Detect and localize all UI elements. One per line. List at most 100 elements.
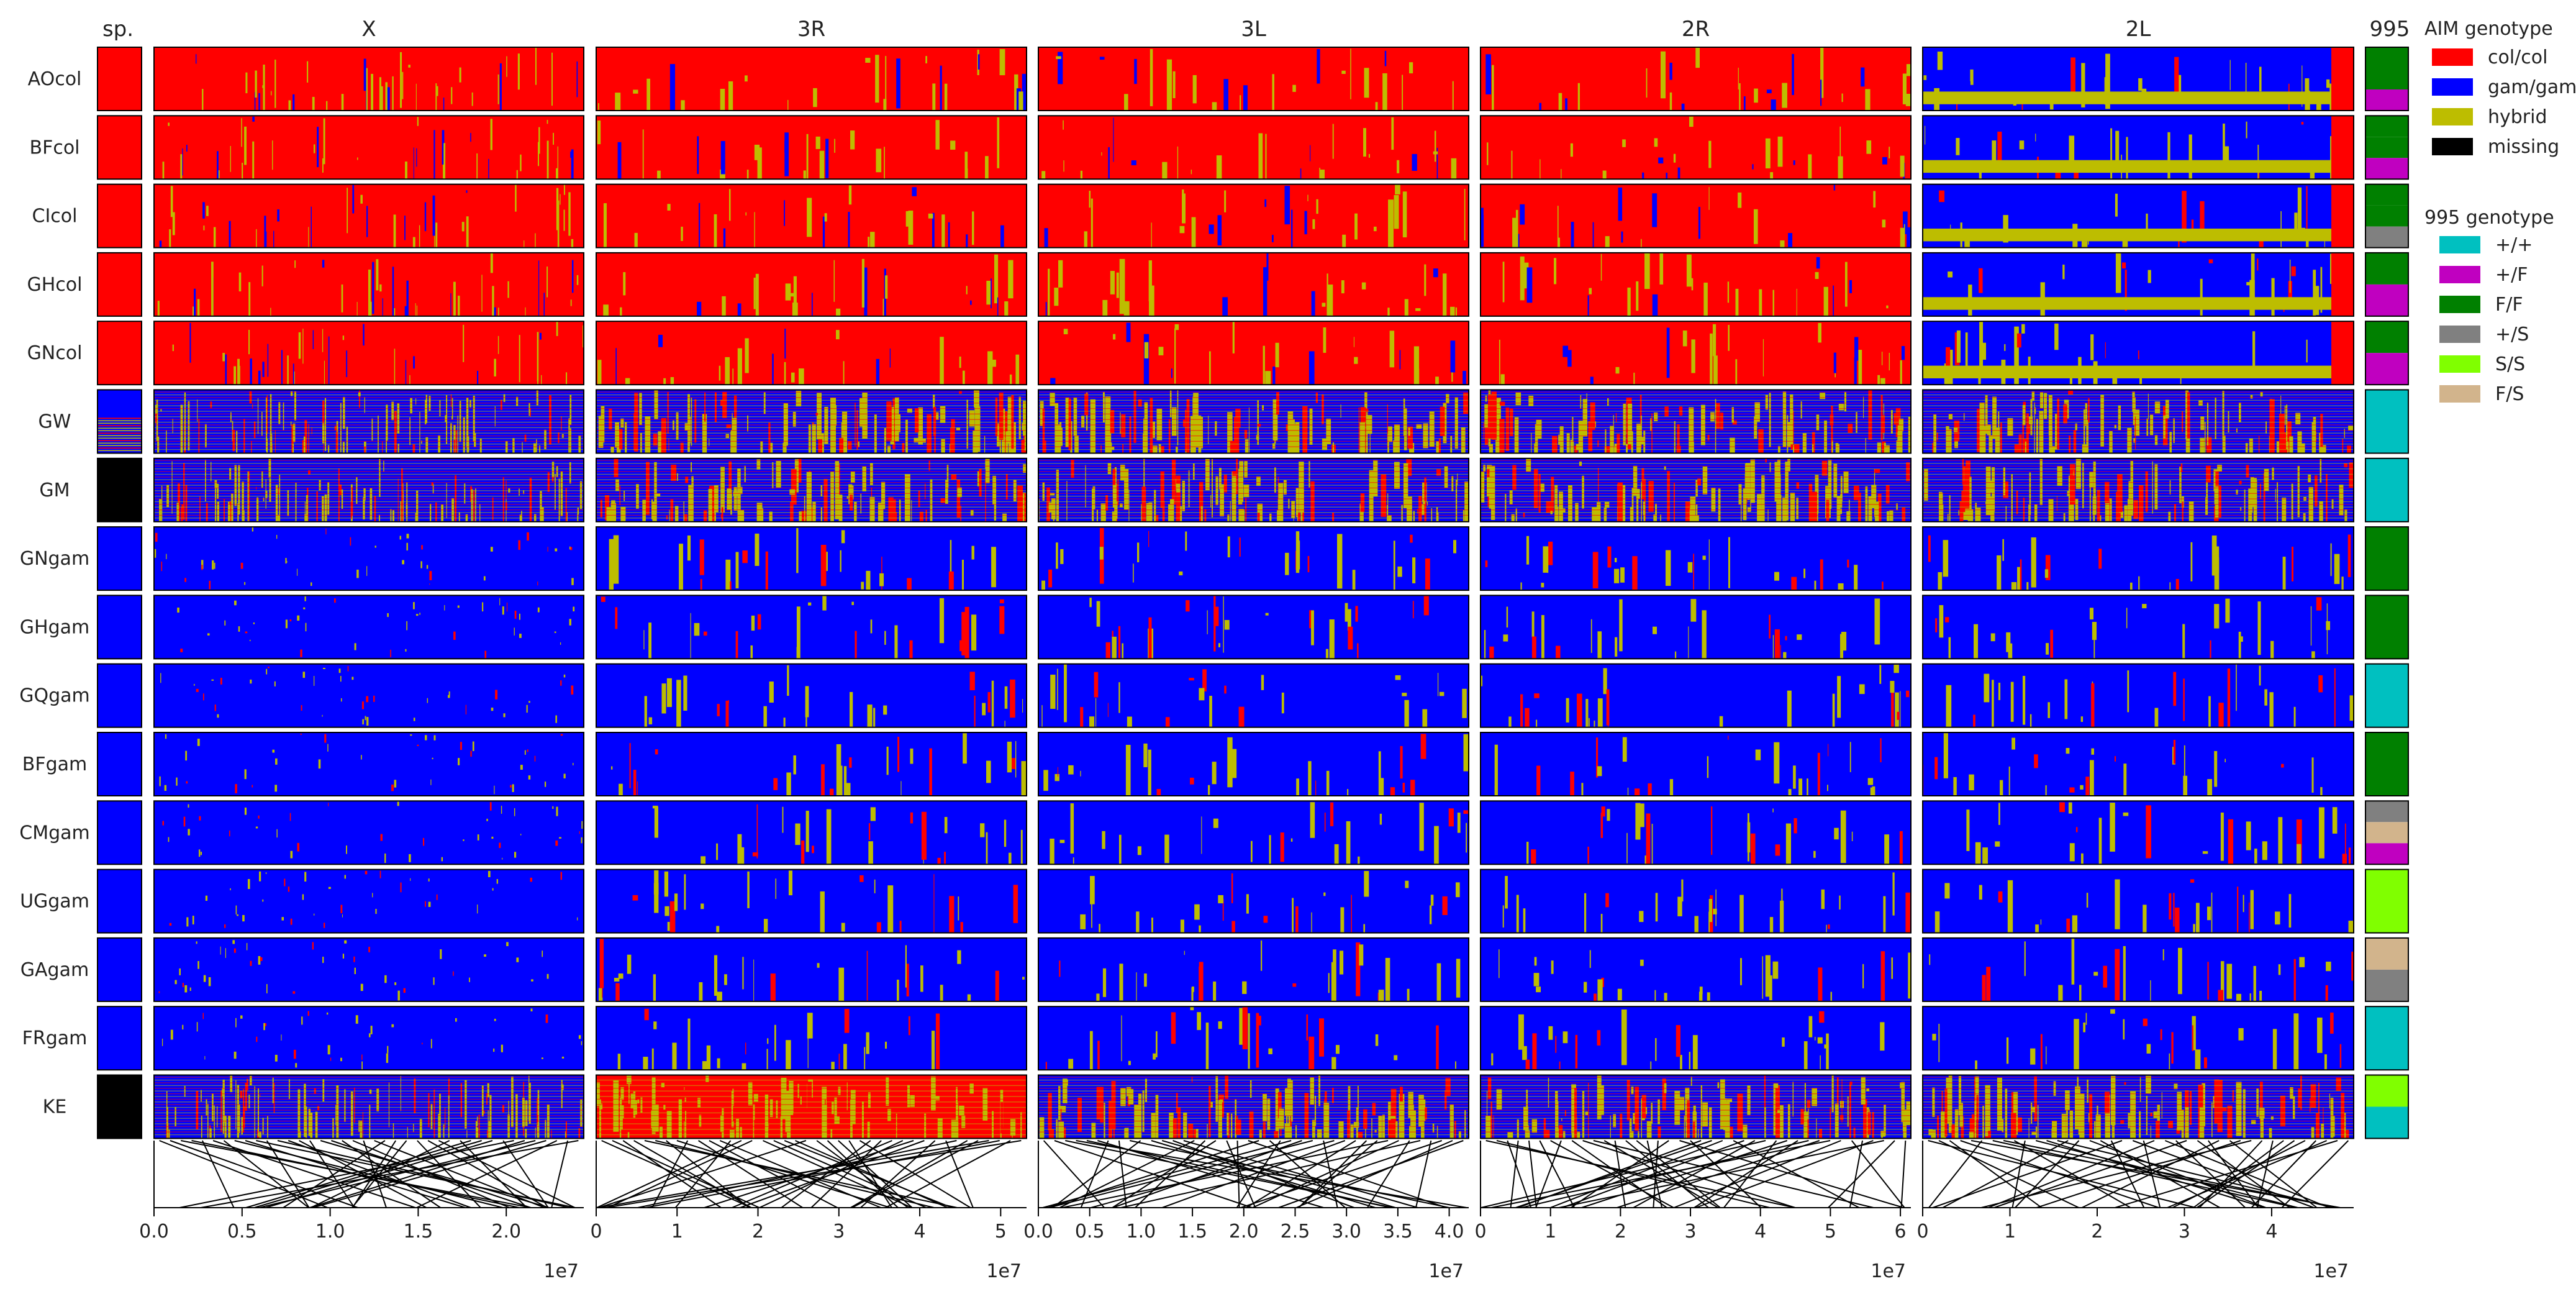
marker-995-cell <box>2365 389 2409 454</box>
heatmap-panel <box>1480 321 1912 386</box>
marker-995-cell <box>2365 321 2409 386</box>
tick-label: 2 <box>752 1221 764 1242</box>
heatmap-panel <box>1922 115 2354 180</box>
population-row-ghcol: GHcol <box>27 252 2409 317</box>
heatmap-panel <box>1480 663 1912 728</box>
heatmap-panel <box>1922 1074 2354 1139</box>
population-label: UGgam <box>20 891 89 913</box>
heatmap-panel <box>1922 252 2354 317</box>
species-cell <box>97 526 142 591</box>
heatmap-panel <box>1038 1006 1469 1071</box>
legend-swatch <box>2439 266 2480 283</box>
species-cell <box>97 868 142 934</box>
marker-995-cell <box>2365 595 2409 660</box>
marker-995-column-header: 995 <box>2370 17 2410 42</box>
heatmap-panel <box>153 321 584 386</box>
marker-995-cell <box>2365 1006 2409 1071</box>
heatmap-panel <box>1038 183 1469 248</box>
population-label: AOcol <box>28 68 82 90</box>
population-label: KE <box>43 1096 67 1118</box>
legend-aim-title: AIM genotype <box>2424 18 2553 40</box>
legend-swatch <box>2432 138 2473 155</box>
legend-label: +/S <box>2495 324 2529 345</box>
heatmap-panel <box>153 800 584 865</box>
tick-label: 4 <box>914 1221 926 1242</box>
scale-label: 1e7 <box>1428 1260 1464 1282</box>
heatmap-panel <box>596 800 1027 865</box>
legend-swatch <box>2439 385 2480 403</box>
scale-label: 1e7 <box>543 1260 579 1282</box>
tick-label: 3.0 <box>1331 1221 1361 1242</box>
species-cell <box>97 595 142 660</box>
heatmap-panel <box>596 595 1027 660</box>
heatmap-panel <box>1922 937 2354 1002</box>
heatmap-panel <box>1038 663 1469 728</box>
tick-label: 3 <box>2179 1221 2190 1242</box>
species-cell <box>97 389 142 454</box>
heatmap-panel <box>153 115 584 180</box>
heatmap-panel <box>596 47 1027 111</box>
population-label: CMgam <box>19 822 89 844</box>
heatmap-panel <box>1038 389 1469 454</box>
heatmap-panel <box>153 868 584 934</box>
heatmap-panel <box>1038 1074 1469 1139</box>
tick-label: 6 <box>1895 1221 1907 1242</box>
heatmap-panel <box>596 526 1027 591</box>
marker-995-cell <box>2365 252 2409 317</box>
tick-label: 2.0 <box>491 1221 521 1242</box>
heatmap-panel <box>1480 252 1912 317</box>
heatmap-panel <box>1480 868 1912 934</box>
population-row-cmgam: CMgam <box>19 800 2409 865</box>
heatmap-panel <box>1038 252 1469 317</box>
heatmap-panel <box>1038 937 1469 1002</box>
marker-995-cell <box>2365 1074 2409 1139</box>
heatmap-panel <box>153 47 584 111</box>
scale-label: 1e7 <box>1871 1260 1906 1282</box>
heatmap-panel <box>1480 47 1912 111</box>
population-row-ke: KE <box>43 1074 2409 1139</box>
species-cell <box>97 1006 142 1071</box>
heatmap-panel <box>153 389 584 454</box>
population-label: GM <box>39 480 70 501</box>
tick-label: 4 <box>1754 1221 1766 1242</box>
heatmap-panel <box>1480 595 1912 660</box>
species-cell <box>97 937 142 1002</box>
population-label: GHgam <box>20 616 89 638</box>
population-row-aocol: AOcol <box>28 47 2409 111</box>
heatmap-panel <box>596 183 1027 248</box>
legend-swatch <box>2439 236 2480 253</box>
tick-label: 0 <box>1474 1221 1486 1242</box>
heatmap-panel <box>596 389 1027 454</box>
tick-label: 2 <box>2091 1221 2103 1242</box>
heatmap-panel <box>153 183 584 248</box>
population-row-frgam: FRgam <box>22 1006 2409 1071</box>
legend-swatch <box>2432 108 2473 125</box>
legend-label: missing <box>2488 136 2559 158</box>
legend-995-title: 995 genotype <box>2424 207 2554 229</box>
species-cell <box>97 800 142 865</box>
population-label: FRgam <box>22 1028 88 1049</box>
heatmap-panel <box>596 457 1027 522</box>
heatmap-panel <box>1480 389 1912 454</box>
heatmap-panel <box>153 1074 584 1139</box>
heatmap-panel <box>153 595 584 660</box>
species-cell <box>97 663 142 728</box>
legend-label: gam/gam <box>2488 76 2576 98</box>
position-axis-x: 0.0 0.5 1.0 1.5 2.0 1e7 <box>139 1140 584 1282</box>
arm-title-2l: 2L <box>2126 17 2151 42</box>
scale-label: 1e7 <box>2313 1260 2349 1282</box>
marker-995-cell <box>2365 937 2409 1002</box>
population-label: GNcol <box>27 342 83 364</box>
legend-label: S/S <box>2495 353 2525 375</box>
arm-title-3l: 3L <box>1241 17 1266 42</box>
heatmap-panel <box>1480 1074 1912 1139</box>
position-axis-3r: 0 1 2 3 4 5 1e7 <box>590 1140 1027 1282</box>
marker-995-cell <box>2365 732 2409 796</box>
heatmap-panel <box>1038 868 1469 934</box>
legend-swatch <box>2432 48 2473 66</box>
heatmap-panel <box>1038 115 1469 180</box>
population-row-bfcol: BFcol <box>29 115 2409 180</box>
population-label: GNgam <box>20 548 89 570</box>
heatmap-panel <box>1038 321 1469 386</box>
tick-label: 4.0 <box>1435 1221 1464 1242</box>
